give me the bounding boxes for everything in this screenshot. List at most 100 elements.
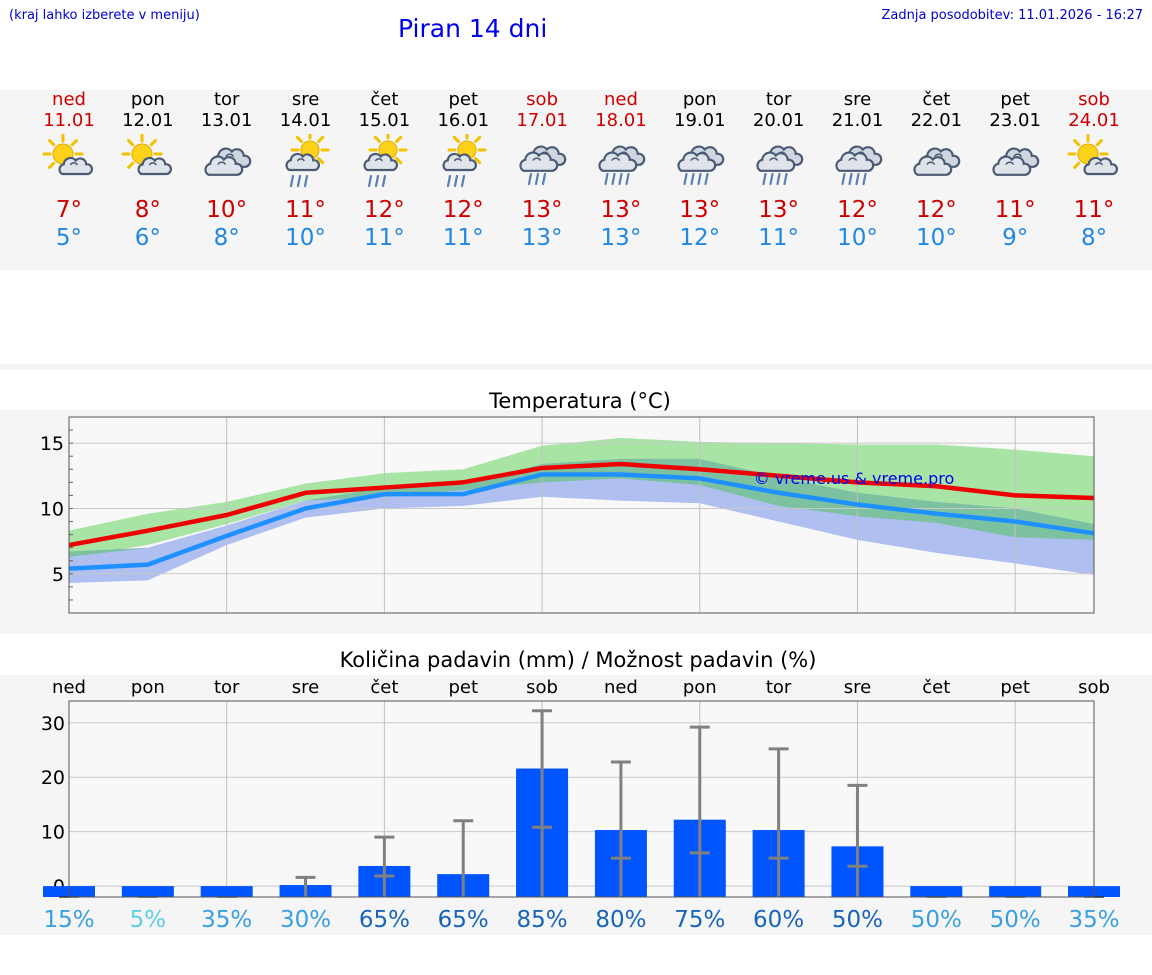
x-category-label: ned bbox=[52, 677, 86, 698]
day-name: sob bbox=[526, 89, 558, 110]
day-name: sob bbox=[1078, 89, 1110, 110]
day-date: 12.01 bbox=[122, 110, 174, 131]
sun-cloud-icon bbox=[121, 134, 172, 176]
y-tick-label: 30 bbox=[41, 713, 65, 735]
cloud-rain-icon bbox=[519, 145, 567, 186]
day-date: 20.01 bbox=[752, 110, 805, 131]
day-column: tor 20.01 13° 11° bbox=[739, 90, 819, 252]
day-column: čet 22.01 12° 10° bbox=[896, 90, 976, 252]
cloud-heavy-rain-icon bbox=[756, 145, 803, 186]
precipitation-probability: 65% bbox=[438, 907, 489, 933]
x-category-label: tor bbox=[766, 677, 792, 698]
x-category-label: pet bbox=[1000, 677, 1030, 698]
precipitation-bar bbox=[121, 886, 174, 897]
x-category-label: sre bbox=[844, 677, 871, 698]
cloudy-icon bbox=[913, 147, 961, 176]
day-name: pet bbox=[448, 89, 479, 110]
daily-forecast-strip: ned 11.01 7° 5° pon 12.01 8° 6° tor 13.01 10° 8° sre… bbox=[0, 90, 1152, 270]
day-date: 18.01 bbox=[595, 110, 647, 131]
day-name: ned bbox=[603, 89, 638, 110]
last-updated: Zadnja posodobitev: 11.01.2026 - 16:27 bbox=[881, 8, 1143, 23]
divider bbox=[0, 364, 1152, 370]
day-name: ned bbox=[52, 89, 86, 110]
min-temperature: 8° bbox=[1080, 225, 1108, 251]
max-temperature: 12° bbox=[442, 197, 484, 223]
day-date: 21.01 bbox=[831, 110, 884, 131]
x-category-label: sob bbox=[1078, 677, 1110, 698]
min-temperature: 13° bbox=[521, 225, 563, 251]
min-temperature: 11° bbox=[442, 225, 484, 251]
min-temperature: 11° bbox=[758, 225, 800, 251]
day-column: ned 11.01 7° 5° bbox=[29, 90, 109, 252]
cloud-heavy-rain-icon bbox=[834, 145, 882, 186]
y-tick-label: 10 bbox=[41, 822, 65, 844]
x-category-label: pon bbox=[683, 677, 717, 698]
precipitation-probability: 75% bbox=[674, 907, 725, 933]
day-date: 23.01 bbox=[989, 110, 1041, 131]
day-name: čet bbox=[370, 89, 399, 110]
day-date: 14.01 bbox=[279, 110, 332, 131]
max-temperature: 12° bbox=[364, 197, 405, 223]
x-category-label: pon bbox=[131, 677, 165, 698]
cloudy-icon bbox=[204, 147, 251, 176]
x-category-label: sob bbox=[526, 677, 558, 698]
day-column: pon 12.01 8° 6° bbox=[108, 90, 188, 252]
precipitation-chart: ned pon tor sre čet pet sob ned pon tor sre čet pet s… bbox=[41, 677, 1120, 933]
max-temperature: 13° bbox=[521, 197, 563, 223]
day-column: sre 14.01 11° 10° bbox=[266, 90, 346, 252]
day-date: 13.01 bbox=[200, 110, 253, 131]
min-temperature: 10° bbox=[837, 225, 878, 251]
precipitation-probability: 35% bbox=[201, 907, 252, 933]
precipitation-probability: 15% bbox=[43, 907, 94, 933]
temperature-panel: 5 10 15 © vreme.us & vreme.pro bbox=[0, 410, 1152, 634]
max-temperature: 11° bbox=[285, 197, 326, 223]
day-column: pet 16.01 12° 11° bbox=[423, 90, 503, 252]
x-category-label: čet bbox=[922, 677, 950, 698]
day-column: čet 15.01 12° 11° bbox=[344, 90, 424, 252]
temperature-chart: 5 10 15 © vreme.us & vreme.pro bbox=[40, 416, 1095, 614]
precipitation-probability: 30% bbox=[280, 907, 331, 933]
min-temperature: 13° bbox=[600, 225, 642, 251]
day-name: čet bbox=[922, 89, 951, 110]
day-column: ned 18.01 13° 13° bbox=[581, 90, 661, 252]
max-temperature: 12° bbox=[915, 197, 957, 223]
min-temperature: 10° bbox=[915, 225, 957, 251]
precipitation-title-area: Količina padavin (mm) / Možnost padavin … bbox=[340, 648, 817, 672]
y-tick-label: 20 bbox=[41, 767, 65, 789]
temperature-chart-title: Temperatura (°C) bbox=[488, 389, 671, 412]
min-temperature: 8° bbox=[213, 225, 240, 251]
precipitation-probability: 5% bbox=[130, 907, 167, 933]
x-category-label: čet bbox=[370, 677, 398, 698]
precipitation-probability: 60% bbox=[753, 907, 804, 933]
day-column: sob 24.01 11° 8° bbox=[1054, 90, 1134, 252]
max-temperature: 13° bbox=[600, 197, 642, 223]
sun-cloud-icon bbox=[42, 134, 94, 176]
precipitation-probability: 85% bbox=[517, 907, 568, 933]
day-date: 19.01 bbox=[674, 110, 726, 131]
precipitation-probability: 50% bbox=[832, 907, 883, 933]
min-temperature: 11° bbox=[364, 225, 405, 251]
min-temperature: 9° bbox=[1002, 225, 1029, 251]
day-column: sob 17.01 13° 13° bbox=[502, 90, 582, 252]
day-date: 22.01 bbox=[910, 110, 963, 131]
plot-frame bbox=[68, 700, 1095, 898]
page-title: Piran 14 dni bbox=[398, 14, 548, 43]
day-name: pon bbox=[682, 89, 717, 110]
sun-cloud-rain-icon bbox=[284, 134, 330, 188]
day-name: pon bbox=[130, 89, 165, 110]
precipitation-bar bbox=[910, 886, 963, 897]
day-date: 17.01 bbox=[516, 110, 568, 131]
precipitation-bar bbox=[989, 886, 1042, 897]
location-hint: (kraj lahko izberete v meniju) bbox=[9, 8, 200, 23]
day-column: sre 21.01 12° 10° bbox=[818, 90, 898, 252]
min-temperature: 5° bbox=[55, 225, 83, 251]
max-temperature: 7° bbox=[55, 197, 83, 223]
x-category-label: tor bbox=[214, 677, 240, 698]
cloud-heavy-rain-icon bbox=[598, 145, 646, 186]
cloudy-icon bbox=[992, 147, 1040, 176]
sun-cloud-icon bbox=[1067, 134, 1119, 176]
x-category-label: pet bbox=[448, 677, 478, 698]
day-column: pon 19.01 13° 12° bbox=[660, 90, 740, 252]
temperature-title-area: Temperatura (°C) bbox=[488, 389, 671, 412]
day-date: 24.01 bbox=[1068, 110, 1120, 131]
